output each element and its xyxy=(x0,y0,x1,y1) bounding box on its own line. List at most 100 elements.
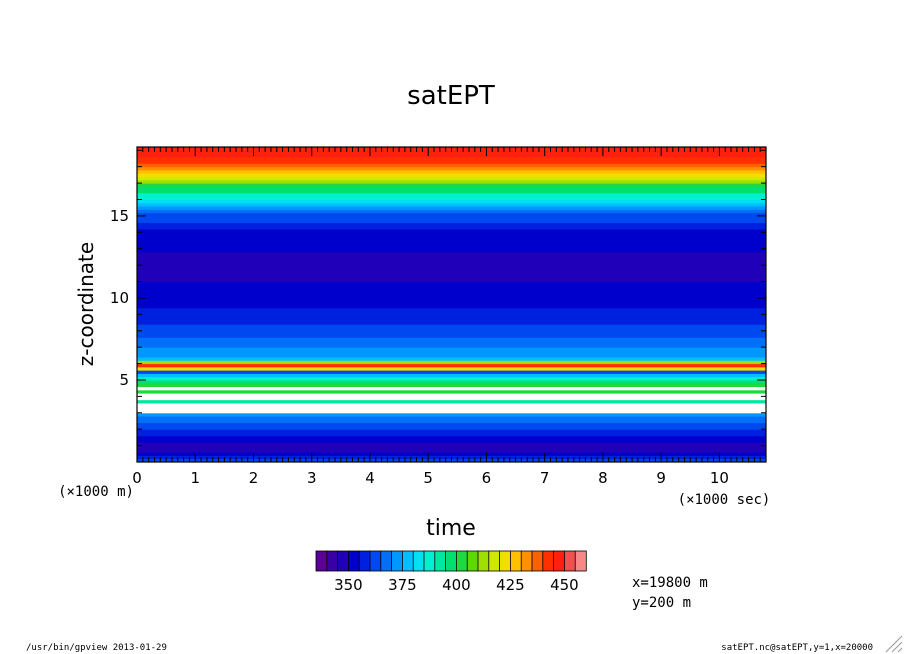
heatmap-band xyxy=(137,327,766,332)
colorbar-tick-label: 350 xyxy=(334,576,363,594)
heatmap-band xyxy=(137,245,766,250)
heatmap-band xyxy=(137,363,766,368)
heatmap-band xyxy=(137,258,766,263)
colorbar-swatch xyxy=(531,550,544,572)
heatmap-band xyxy=(137,324,766,328)
heatmap-band xyxy=(137,229,766,233)
x-tick-label: 6 xyxy=(482,469,492,487)
heatmap-band xyxy=(137,314,766,319)
colorbar-swatch xyxy=(326,550,339,572)
colorbar-swatch xyxy=(315,550,328,572)
colorbar-swatch xyxy=(455,550,468,572)
heatmap-band xyxy=(137,301,766,305)
heatmap-band xyxy=(137,448,766,453)
footer-right: satEPT.nc@satEPT,y=1,x=20000 xyxy=(721,643,873,653)
heatmap-band xyxy=(137,304,766,309)
heatmap-band xyxy=(137,206,766,210)
colorbar-swatch xyxy=(564,550,576,572)
heatmap-band xyxy=(137,196,766,200)
colorbar-swatch xyxy=(434,550,447,572)
heatmap-band xyxy=(137,297,766,302)
heatmap-band xyxy=(137,238,766,243)
colorbar-tick-label: 450 xyxy=(550,576,579,594)
heatmap-band xyxy=(137,176,766,181)
chart-title: satEPT xyxy=(407,81,495,111)
colorbar-swatch xyxy=(412,550,425,572)
colorbar-swatch xyxy=(337,550,350,572)
heatmap-band xyxy=(137,278,766,283)
x-tick-label: 7 xyxy=(540,469,550,487)
heatmap-band xyxy=(137,160,766,164)
heatmap-band xyxy=(137,284,766,289)
heatmap-band xyxy=(137,376,766,381)
x-tick-label: 5 xyxy=(423,469,433,487)
colorbar-swatch xyxy=(520,550,533,572)
heatmap-band xyxy=(137,416,766,420)
heatmap-band xyxy=(137,225,766,230)
heatmap-band xyxy=(137,396,766,401)
heatmap-band xyxy=(137,248,766,253)
colorbar-swatch xyxy=(347,550,360,572)
heatmap-band xyxy=(137,156,766,161)
footer-left: /usr/bin/gpview 2013-01-29 xyxy=(26,643,167,653)
heatmap-band xyxy=(137,166,766,171)
heatmap-band xyxy=(137,294,766,299)
colorbar-swatch xyxy=(466,550,479,572)
heatmap-band xyxy=(137,452,766,456)
heatmap-band xyxy=(137,366,766,371)
x-axis-label: time xyxy=(426,516,476,541)
heatmap-band xyxy=(137,340,766,345)
colorbar-swatch xyxy=(488,550,501,572)
colorbar-swatch xyxy=(445,550,458,572)
x-tick-label: 10 xyxy=(710,469,729,487)
heatmap-band xyxy=(137,265,766,269)
heatmap-band xyxy=(137,212,766,217)
x-axis: 0 1 2 3 4 5 6 7 8 9 10 xyxy=(132,147,767,487)
heatmap-band xyxy=(137,307,766,312)
colorbar-swatch xyxy=(391,550,404,572)
colorbar-tick-label: 425 xyxy=(496,576,525,594)
heatmap-band xyxy=(137,261,766,266)
heatmap-band xyxy=(137,350,766,355)
heatmap-band xyxy=(137,435,766,440)
colorbar-swatch xyxy=(423,550,436,572)
plot-area xyxy=(137,147,766,463)
x-tick-label: 4 xyxy=(365,469,375,487)
heatmap-band xyxy=(137,186,766,191)
heatmap-band xyxy=(137,422,766,427)
colorbar xyxy=(315,550,587,572)
colorbar-swatch xyxy=(499,550,512,572)
colorbar-swatch xyxy=(401,550,414,572)
y-axis: 5 10 15 xyxy=(110,149,766,463)
colorbar-swatch xyxy=(369,550,382,572)
heatmap-band xyxy=(137,150,766,155)
heatmap-band xyxy=(137,370,766,374)
colorbar-swatch xyxy=(509,550,522,572)
colorbar-tick-label: 400 xyxy=(442,576,471,594)
colorbar-swatch xyxy=(358,550,371,572)
heatmap-band xyxy=(137,317,766,322)
heatmap-band xyxy=(137,337,766,342)
y-tick-label: 5 xyxy=(119,371,129,389)
heatmap-band xyxy=(137,252,766,256)
x-tick-label: 1 xyxy=(190,469,200,487)
heatmap-band xyxy=(137,412,766,417)
heatmap-band xyxy=(137,360,766,365)
heatmap-band xyxy=(137,334,766,338)
heatmap-band xyxy=(137,445,766,450)
heatmap-band xyxy=(137,153,766,158)
heatmap-band xyxy=(137,439,766,443)
heatmap-band xyxy=(137,271,766,276)
heatmap-band xyxy=(137,274,766,279)
heatmap-band xyxy=(137,183,766,187)
heatmap-band xyxy=(137,386,766,391)
heatmap-band xyxy=(137,379,766,384)
heatmap-band xyxy=(137,235,766,240)
heatmap-band xyxy=(137,425,766,430)
x-tick-label: 3 xyxy=(307,469,317,487)
annotation-y: y=200 m xyxy=(632,595,691,611)
heatmap-band xyxy=(137,343,766,348)
resize-grip-icon xyxy=(885,635,903,653)
heatmap-band xyxy=(137,202,766,207)
